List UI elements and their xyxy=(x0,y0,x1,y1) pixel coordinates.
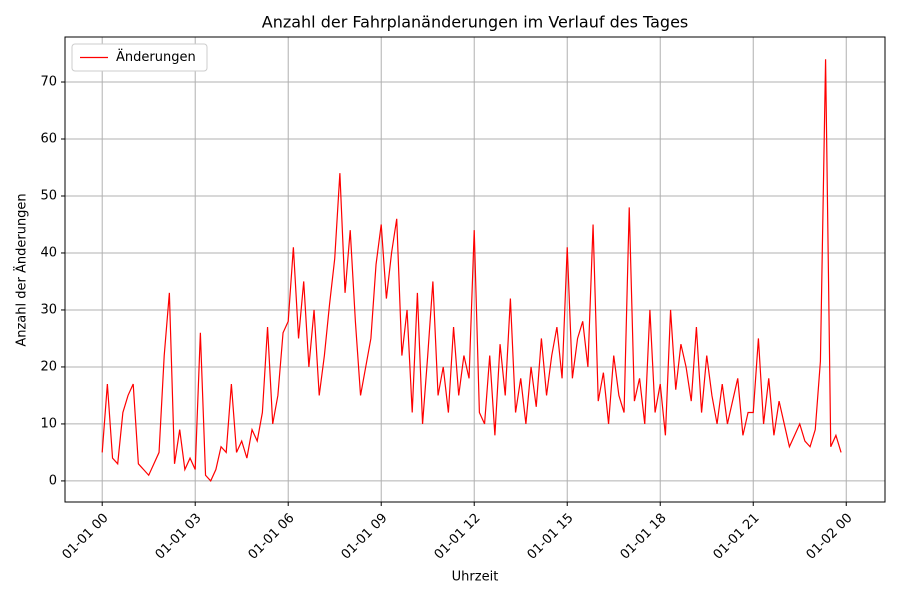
x-tick-label: 01-01 18 xyxy=(618,511,670,563)
y-axis-label: Anzahl der Änderungen xyxy=(14,193,30,346)
data-line xyxy=(101,59,842,482)
x-tick-label: 01-01 09 xyxy=(339,511,391,563)
y-tick-label: 70 xyxy=(40,75,57,90)
plot-frame xyxy=(64,36,886,503)
y-tick-label: 60 xyxy=(40,132,57,147)
y-tick-label: 0 xyxy=(49,473,57,488)
y-tick-label: 40 xyxy=(40,245,57,260)
x-tick-label: 01-01 12 xyxy=(432,511,484,563)
legend-label: Änderungen xyxy=(116,49,196,65)
y-tick-label: 20 xyxy=(40,359,57,374)
y-tick-label: 10 xyxy=(40,416,57,431)
x-tick-label: 01-01 06 xyxy=(246,511,298,563)
x-tick-label: 01-01 21 xyxy=(711,511,763,563)
x-tick-label: 01-02 00 xyxy=(804,511,856,563)
chart-title: Anzahl der Fahrplanänderungen im Verlauf… xyxy=(262,13,689,32)
x-tick-label: 01-01 00 xyxy=(60,511,112,563)
x-tick-label: 01-01 15 xyxy=(525,511,577,563)
legend-box xyxy=(71,43,208,72)
x-axis-label: Uhrzeit xyxy=(452,570,499,585)
y-tick-label: 30 xyxy=(40,302,57,317)
legend: Änderungen xyxy=(71,43,208,72)
x-tick-label: 01-01 03 xyxy=(153,511,205,563)
y-tick-label: 50 xyxy=(40,188,57,203)
